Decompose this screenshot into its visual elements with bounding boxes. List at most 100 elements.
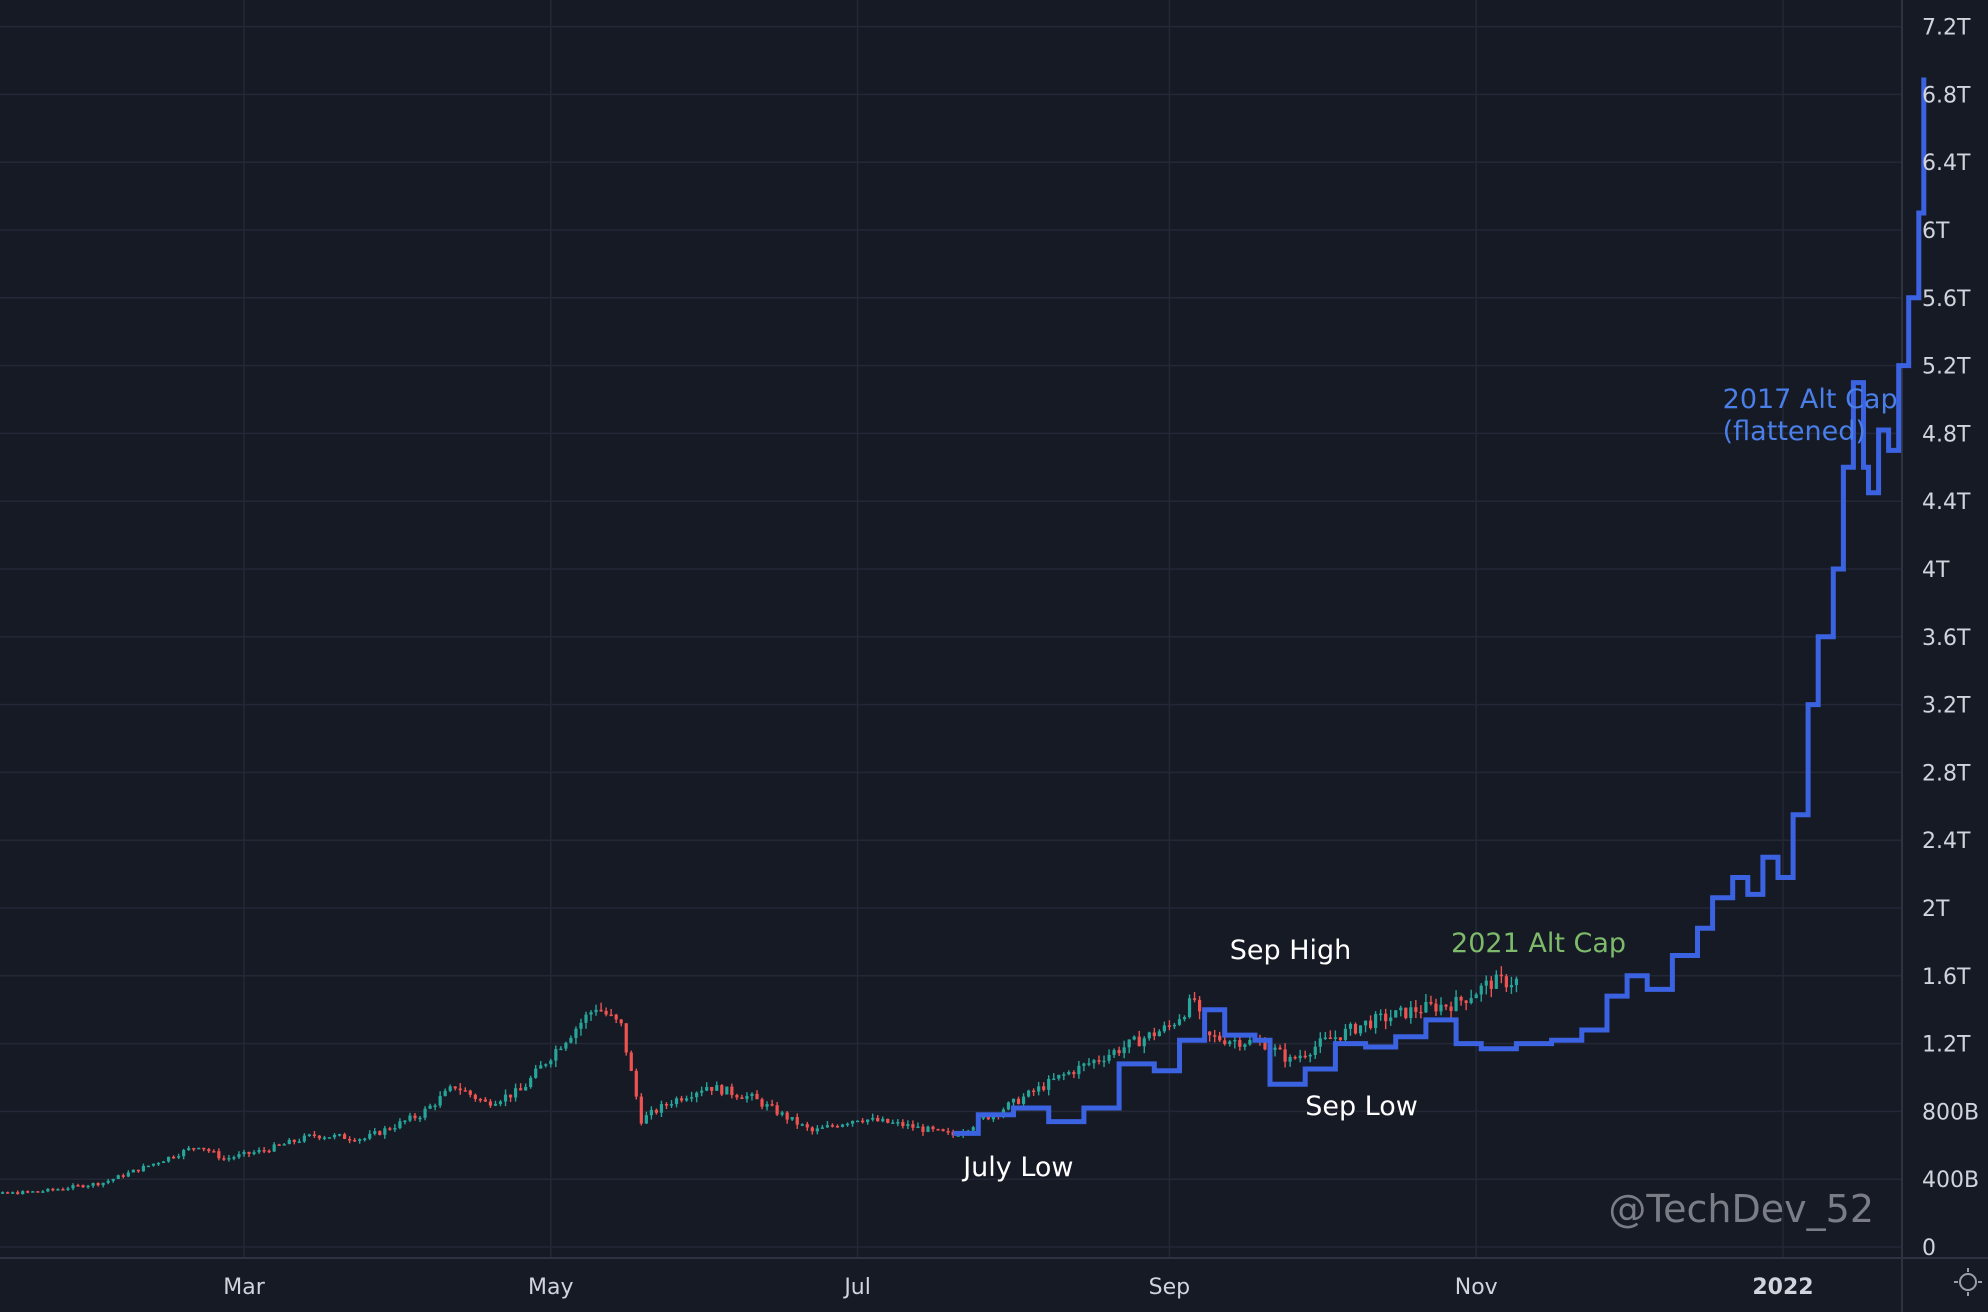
candle-body [1444,1004,1448,1007]
candle-body [529,1077,533,1087]
candle-body [1102,1060,1106,1063]
y-axis: 0 400B 800B 1.2T 1.6T 2T 2.4T 2.8T 3.2T 3.6T 4T 4.4… [1922,16,1979,1261]
candle-body [227,1158,231,1160]
candle-body [886,1118,890,1123]
candle-body [1016,1098,1021,1104]
candle-body [1167,1025,1172,1027]
candle-body [498,1101,503,1104]
candle-body [921,1126,925,1132]
candle-body [926,1126,930,1132]
candle-body [101,1182,105,1186]
candle-body [1469,998,1473,1004]
candle-body [981,1117,985,1119]
candle-body [161,1161,166,1163]
candle-body [1434,1003,1438,1012]
candle-body [624,1023,628,1053]
candle-body [187,1148,191,1151]
candle-body [378,1131,382,1135]
candle-body [664,1104,669,1106]
candle-body [1368,1020,1373,1029]
candle-body [1454,996,1458,1011]
candle-body [312,1134,317,1136]
candle-body [1097,1060,1101,1062]
candle-body [408,1115,412,1121]
candle-body [252,1152,256,1154]
candle-body [800,1124,804,1126]
candle-body [866,1119,870,1123]
candle-body [609,1014,613,1016]
candle-body [1353,1024,1358,1034]
candle-body [946,1131,950,1133]
candle-body [896,1122,900,1124]
y-tick-label: 2.4T [1922,829,1971,854]
candle-body [1233,1040,1237,1042]
candle-body [106,1180,110,1183]
candle-body [1399,1007,1403,1011]
candle-body [599,1009,603,1012]
candle-body [715,1085,719,1091]
candle-body [41,1191,45,1193]
candle-body [468,1090,472,1095]
candle-body [267,1150,271,1153]
candle-body [1494,974,1498,989]
candle-body [26,1191,30,1193]
candle-body [222,1158,226,1160]
candle-body [760,1099,764,1107]
candle-body [1107,1054,1111,1061]
x-tick-label: Nov [1455,1275,1498,1300]
candle-body [690,1097,694,1099]
candle-body [36,1191,40,1193]
candle-body [478,1098,482,1101]
candle-body [337,1134,342,1136]
candle-body [257,1150,261,1153]
candle-body [11,1192,15,1194]
candle-body [156,1162,161,1165]
candle-body [513,1088,518,1098]
y-tick-label: 800B [1922,1100,1979,1125]
candle-body [524,1086,528,1091]
candle-body [192,1148,196,1150]
candle-body [584,1014,588,1023]
candle-body [765,1104,769,1107]
candle-body [1142,1038,1146,1047]
candle-body [549,1060,553,1065]
candle-body [353,1139,357,1142]
candle-body [1011,1098,1016,1103]
candle-body [207,1149,211,1152]
candle-body [594,1009,598,1013]
candle-body [71,1185,75,1189]
candle-body [433,1105,437,1108]
candle-body [403,1120,407,1123]
y-tick-label: 4.4T [1922,490,1971,515]
candle-body [1489,980,1493,989]
y-tick-label: 5.2T [1922,355,1971,380]
candle-body [458,1088,462,1091]
candle-body [971,1127,975,1131]
candle-body [850,1120,855,1124]
candle-body [1147,1032,1151,1039]
candle-body [916,1126,920,1129]
candle-body [755,1093,759,1100]
candle-body [1358,1025,1363,1034]
candle-body [1057,1074,1061,1079]
candle-body [519,1088,523,1091]
candle-body [1042,1086,1046,1090]
y-tick-label: 6.8T [1922,83,1971,108]
candle-body [835,1125,840,1128]
candle-body [46,1188,50,1192]
candle-body [1127,1039,1131,1048]
candle-body [861,1120,865,1123]
candle-body [1484,980,1488,986]
candle-body [282,1144,286,1146]
candle-body [307,1134,311,1136]
candle-body [941,1129,945,1132]
candle-body [891,1122,895,1124]
candle-body [820,1127,824,1129]
candle-body [604,1010,608,1015]
candle-body [825,1125,830,1128]
candle-body [126,1172,130,1177]
settings-icon[interactable] [1954,1268,1982,1296]
candle-body [901,1122,905,1127]
candle-body [332,1134,337,1138]
candle-body [453,1086,457,1089]
